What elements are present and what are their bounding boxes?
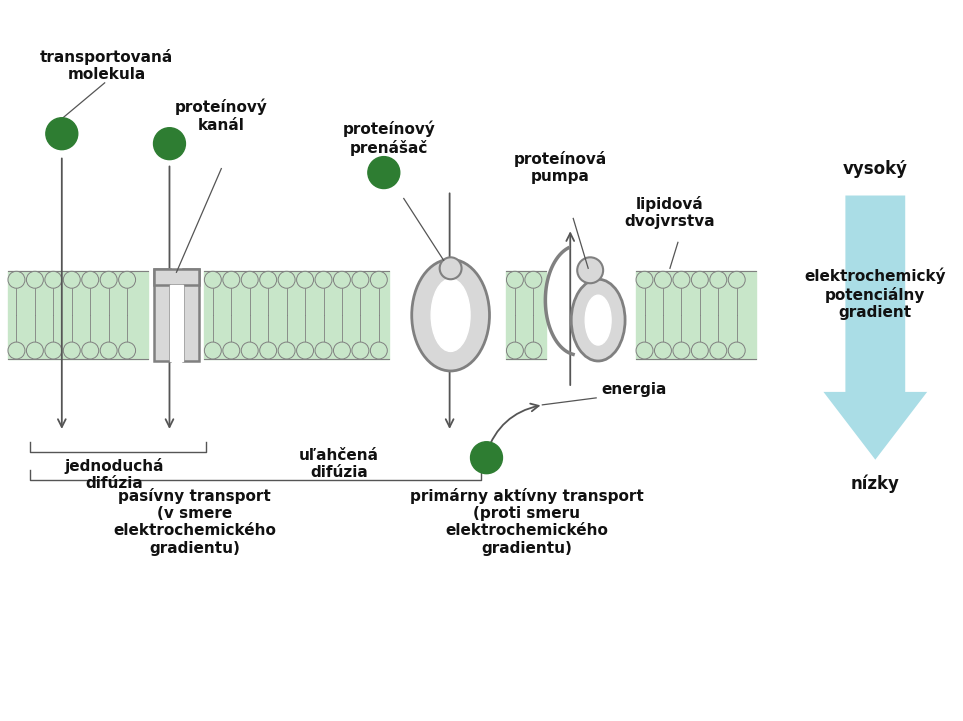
Text: energia: energia — [601, 382, 666, 397]
Circle shape — [297, 342, 314, 359]
Circle shape — [46, 118, 78, 150]
Text: vysoký: vysoký — [843, 159, 908, 177]
Circle shape — [260, 271, 276, 288]
Ellipse shape — [431, 279, 470, 351]
Circle shape — [64, 342, 80, 359]
Circle shape — [278, 271, 295, 288]
Text: lipidová
dvojvrstva: lipidová dvojvrstva — [625, 195, 716, 229]
Text: proteínový
prenášač: proteínový prenášač — [343, 120, 435, 156]
Circle shape — [26, 342, 43, 359]
Bar — [154, 269, 170, 361]
Bar — [507, 271, 546, 359]
Circle shape — [82, 342, 98, 359]
Ellipse shape — [412, 260, 489, 371]
Circle shape — [710, 342, 727, 359]
Circle shape — [260, 342, 276, 359]
Circle shape — [371, 342, 387, 359]
Circle shape — [118, 271, 136, 288]
Circle shape — [673, 271, 690, 288]
Polygon shape — [823, 195, 927, 460]
Circle shape — [636, 271, 653, 288]
Bar — [636, 271, 756, 359]
Text: primárny aktívny transport
(proti smeru
elektrochemického
gradientu): primárny aktívny transport (proti smeru … — [409, 487, 643, 556]
Circle shape — [728, 271, 745, 288]
Text: nízky: nízky — [851, 474, 899, 493]
Circle shape — [507, 342, 523, 359]
Circle shape — [691, 342, 709, 359]
Circle shape — [440, 257, 461, 279]
Circle shape — [728, 342, 745, 359]
Circle shape — [8, 342, 25, 359]
Bar — [204, 271, 389, 359]
Ellipse shape — [586, 295, 612, 345]
Circle shape — [242, 271, 258, 288]
Circle shape — [242, 342, 258, 359]
Text: pasívny transport
(v smere
elektrochemického
gradientu): pasívny transport (v smere elektrochemic… — [113, 487, 275, 556]
Circle shape — [100, 271, 117, 288]
Bar — [170, 286, 183, 361]
Circle shape — [368, 156, 400, 188]
Text: proteínový
kanál: proteínový kanál — [175, 99, 268, 133]
Circle shape — [26, 271, 43, 288]
Bar — [8, 271, 147, 359]
Circle shape — [100, 342, 117, 359]
Circle shape — [507, 271, 523, 288]
Circle shape — [297, 271, 314, 288]
Ellipse shape — [571, 279, 625, 361]
Circle shape — [655, 271, 671, 288]
Circle shape — [8, 271, 25, 288]
Circle shape — [525, 342, 542, 359]
Circle shape — [315, 271, 332, 288]
Text: proteínová
pumpa: proteínová pumpa — [513, 151, 607, 184]
Circle shape — [333, 342, 351, 359]
Text: uľahčená
difúzia: uľahčená difúzia — [299, 448, 379, 480]
Circle shape — [204, 342, 221, 359]
Circle shape — [351, 271, 369, 288]
Circle shape — [655, 342, 671, 359]
Circle shape — [118, 342, 136, 359]
Circle shape — [471, 442, 503, 474]
Circle shape — [222, 342, 240, 359]
Circle shape — [691, 271, 709, 288]
Circle shape — [45, 342, 62, 359]
Circle shape — [371, 271, 387, 288]
Circle shape — [333, 271, 351, 288]
Text: jednoduchá
difúzia: jednoduchá difúzia — [65, 458, 165, 491]
Circle shape — [82, 271, 98, 288]
Circle shape — [525, 271, 542, 288]
Circle shape — [577, 257, 603, 283]
Circle shape — [204, 271, 221, 288]
Text: elektrochemický
potenciálny
gradient: elektrochemický potenciálny gradient — [804, 267, 946, 320]
Circle shape — [45, 271, 62, 288]
Bar — [183, 269, 199, 361]
Circle shape — [64, 271, 80, 288]
Circle shape — [636, 342, 653, 359]
Circle shape — [673, 342, 690, 359]
Bar — [154, 269, 199, 286]
Circle shape — [351, 342, 369, 359]
Circle shape — [153, 128, 186, 159]
Circle shape — [278, 342, 295, 359]
Text: transportovaná
molekula: transportovaná molekula — [40, 49, 173, 82]
Circle shape — [315, 342, 332, 359]
Circle shape — [710, 271, 727, 288]
Circle shape — [222, 271, 240, 288]
